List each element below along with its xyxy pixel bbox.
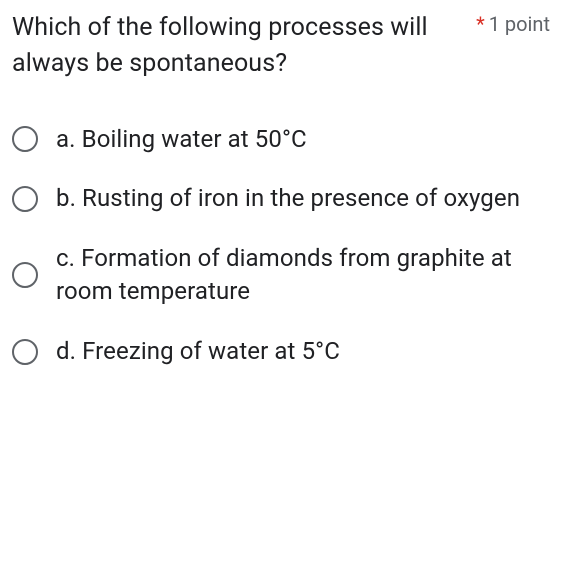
points-label: 1 point [489, 12, 550, 36]
radio-icon[interactable] [12, 262, 38, 288]
points-area: * 1 point [476, 12, 550, 36]
required-marker: * [476, 12, 485, 36]
radio-icon[interactable] [12, 186, 38, 212]
radio-icon[interactable] [12, 126, 38, 152]
option-c[interactable]: c. Formation of diamonds from graphite a… [12, 242, 550, 309]
option-a[interactable]: a. Boiling water at 50°C [12, 123, 550, 157]
option-label: d. Freezing of water at 5°C [56, 335, 340, 369]
option-label: c. Formation of diamonds from graphite a… [56, 242, 550, 309]
question-header: Which of the following processes will al… [12, 10, 550, 83]
option-label: b. Rusting of iron in the presence of ox… [56, 182, 520, 216]
option-b[interactable]: b. Rusting of iron in the presence of ox… [12, 182, 550, 216]
radio-icon[interactable] [12, 339, 38, 365]
option-label: a. Boiling water at 50°C [56, 123, 307, 157]
question-text: Which of the following processes will al… [12, 10, 458, 83]
option-d[interactable]: d. Freezing of water at 5°C [12, 335, 550, 369]
options-list: a. Boiling water at 50°C b. Rusting of i… [12, 123, 550, 369]
